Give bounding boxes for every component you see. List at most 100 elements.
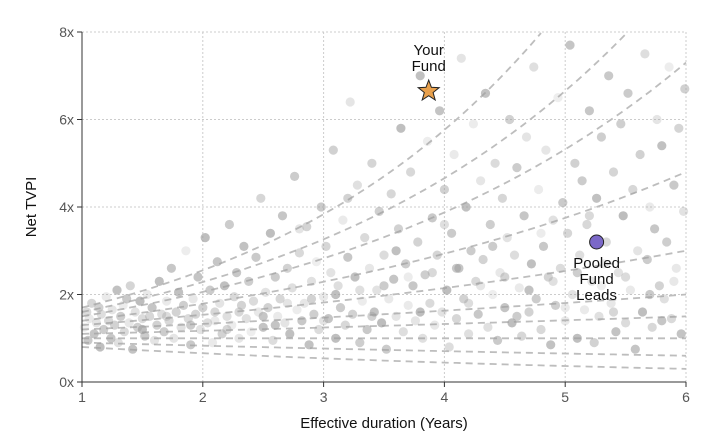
scatter-point xyxy=(79,322,89,332)
scatter-point xyxy=(483,322,493,332)
reference-curve xyxy=(81,32,542,309)
scatter-point xyxy=(393,224,404,234)
scatter-point xyxy=(270,320,280,330)
scatter-point xyxy=(413,237,423,247)
scatter-point xyxy=(671,263,681,273)
scatter-point xyxy=(613,268,624,278)
scatter-point xyxy=(345,97,355,107)
scatter-point xyxy=(514,283,524,293)
scatter-point xyxy=(306,294,317,304)
scatter-point xyxy=(596,132,607,142)
scatter-point xyxy=(664,62,674,72)
scatter-point xyxy=(149,335,160,345)
scatter-point xyxy=(364,263,375,273)
scatter-point xyxy=(541,145,551,155)
your-fund-marker xyxy=(416,78,441,102)
scatter-point xyxy=(635,149,645,160)
scatter-point xyxy=(464,329,474,339)
scatter-point xyxy=(637,307,648,317)
scatter-point xyxy=(292,305,302,315)
scatter-point xyxy=(476,281,486,291)
scatter-point xyxy=(248,296,259,306)
scatter-point xyxy=(306,276,317,286)
scatter-point xyxy=(389,274,399,284)
scatter-point xyxy=(335,303,346,313)
scatter-point xyxy=(210,316,220,326)
scatter-point xyxy=(152,320,162,330)
scatter-point xyxy=(227,320,237,330)
scatter-point xyxy=(239,241,249,251)
scatter-point xyxy=(567,289,578,300)
scatter-point xyxy=(534,184,544,195)
scatter-point xyxy=(381,344,391,354)
scatter-point xyxy=(384,294,394,304)
your-fund-label: Your xyxy=(414,42,444,59)
scatter-point xyxy=(304,340,314,350)
scatter-point xyxy=(584,211,595,221)
scatter-point xyxy=(137,324,147,335)
scatter-point xyxy=(137,314,147,324)
scatter-point xyxy=(258,311,268,321)
scatter-point xyxy=(236,300,247,310)
y-tick-label: 2x xyxy=(59,287,74,303)
scatter-point xyxy=(94,303,104,313)
scatter-point xyxy=(215,298,225,308)
scatter-point xyxy=(391,246,401,256)
scatter-point xyxy=(442,285,452,295)
scatter-point xyxy=(265,228,275,238)
scatter-point xyxy=(355,338,365,348)
scatter-point xyxy=(577,176,587,186)
scatter-point xyxy=(618,211,628,221)
scatter-point xyxy=(611,327,621,337)
scatter-point xyxy=(367,311,377,321)
scatter-point xyxy=(505,114,515,125)
pooled-fund-leads-label: Pooled xyxy=(573,255,620,272)
scatter-point xyxy=(435,106,445,116)
scatter-point xyxy=(674,123,684,133)
scatter-point xyxy=(447,228,457,238)
scatter-point xyxy=(171,307,181,317)
scatter-point xyxy=(159,327,169,337)
scatter-point xyxy=(604,71,614,81)
scatter-point xyxy=(157,309,167,319)
scatter-point xyxy=(524,307,534,317)
scatter-point xyxy=(331,289,341,300)
scatter-point xyxy=(282,298,292,308)
scatter-point xyxy=(191,309,201,319)
scatter-point xyxy=(107,305,117,315)
scatter-point xyxy=(338,215,348,225)
scatter-point xyxy=(125,281,135,291)
scatter-point xyxy=(241,314,251,324)
scatter-point xyxy=(147,303,157,313)
scatter-point xyxy=(212,257,222,267)
scatter-point xyxy=(466,246,476,256)
x-tick-label: 3 xyxy=(320,389,328,405)
scatter-point xyxy=(374,206,384,216)
scatter-point xyxy=(234,333,244,343)
scatter-point xyxy=(575,250,585,260)
reference-curve xyxy=(81,61,687,318)
scatter-point xyxy=(195,324,205,335)
scatter-point xyxy=(386,189,396,199)
scatter-point xyxy=(357,296,367,306)
scatter-point xyxy=(162,311,172,321)
scatter-point xyxy=(524,285,534,295)
scatter-point xyxy=(362,324,372,335)
x-tick-label: 5 xyxy=(561,389,569,405)
scatter-point xyxy=(512,163,522,173)
scatter-point xyxy=(599,259,609,269)
scatter-point xyxy=(275,294,285,304)
scatter-point xyxy=(369,307,379,317)
scatter-point xyxy=(128,344,138,354)
scatter-point xyxy=(188,294,198,304)
scatter-point xyxy=(642,254,652,265)
scatter-point xyxy=(502,233,512,243)
scatter-point xyxy=(178,300,189,310)
scatter-point xyxy=(543,272,553,282)
your-fund-label: Fund xyxy=(412,58,446,75)
scatter-point xyxy=(403,272,413,282)
scatter-point xyxy=(652,114,662,125)
scatter-point xyxy=(579,305,590,315)
scatter-point xyxy=(112,285,122,295)
scatter-point xyxy=(676,329,686,339)
